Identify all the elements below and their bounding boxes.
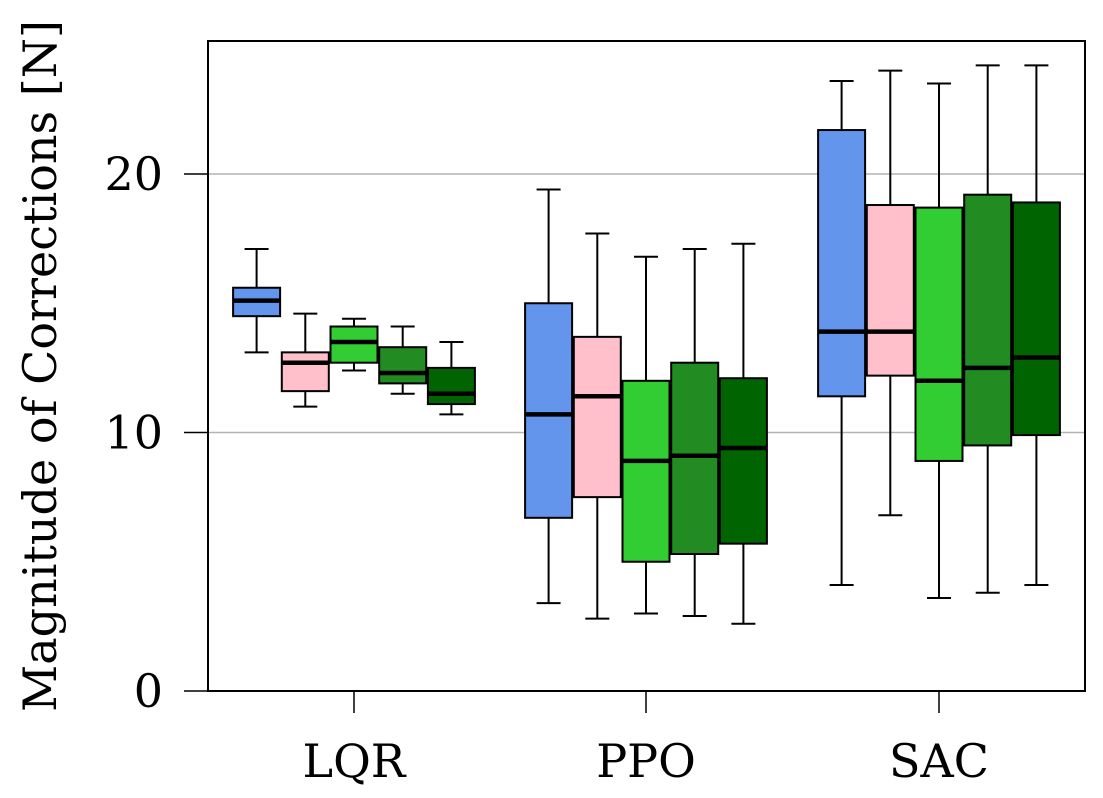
box-group-lqr — [232, 247, 476, 416]
box — [914, 206, 964, 462]
y-axis-label: Magnitude of Corrections [N] — [13, 20, 67, 712]
box-group-sac — [817, 64, 1061, 599]
x-tick-label-lqr: LQR — [303, 734, 407, 788]
box — [963, 193, 1013, 447]
box — [718, 377, 768, 545]
y-tick-label: 10 — [104, 406, 163, 460]
box — [572, 335, 622, 499]
box-groups — [232, 64, 1061, 625]
box — [524, 302, 574, 519]
box-group-ppo — [524, 188, 768, 625]
box — [670, 361, 720, 555]
x-tick-label-sac: SAC — [889, 734, 989, 788]
box — [378, 346, 428, 385]
box — [1011, 201, 1061, 437]
box — [280, 351, 330, 393]
axes: 0 10 20 LQR PPO SAC — [104, 147, 989, 788]
box — [329, 325, 379, 364]
y-tick-label: 20 — [104, 147, 163, 201]
box — [817, 129, 867, 398]
box — [426, 366, 476, 406]
x-tick-label-ppo: PPO — [596, 734, 696, 788]
box — [621, 379, 671, 563]
box — [865, 204, 915, 377]
y-tick-label: 0 — [134, 664, 163, 718]
